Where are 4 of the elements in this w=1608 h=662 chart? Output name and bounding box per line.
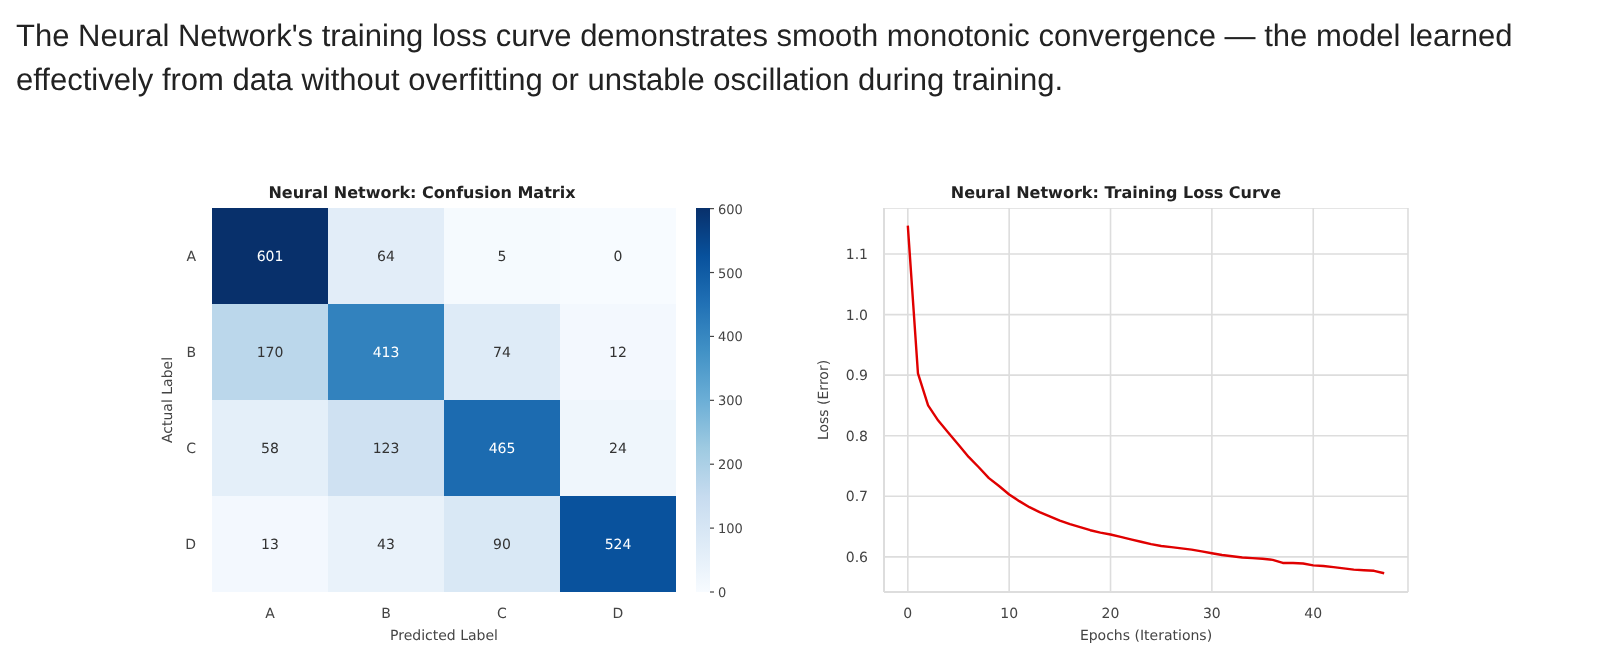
chart-title: Neural Network: Confusion Matrix (266, 184, 578, 206)
line-series (906, 224, 1386, 575)
chart-title: Neural Network: Training Loss Curve (948, 184, 1284, 206)
text: The Neural Network's training loss curve demonstrates smooth monotonic convergence — the model learned effectively from data without overfitting or unstable oscillation during training. (16, 18, 1515, 102)
